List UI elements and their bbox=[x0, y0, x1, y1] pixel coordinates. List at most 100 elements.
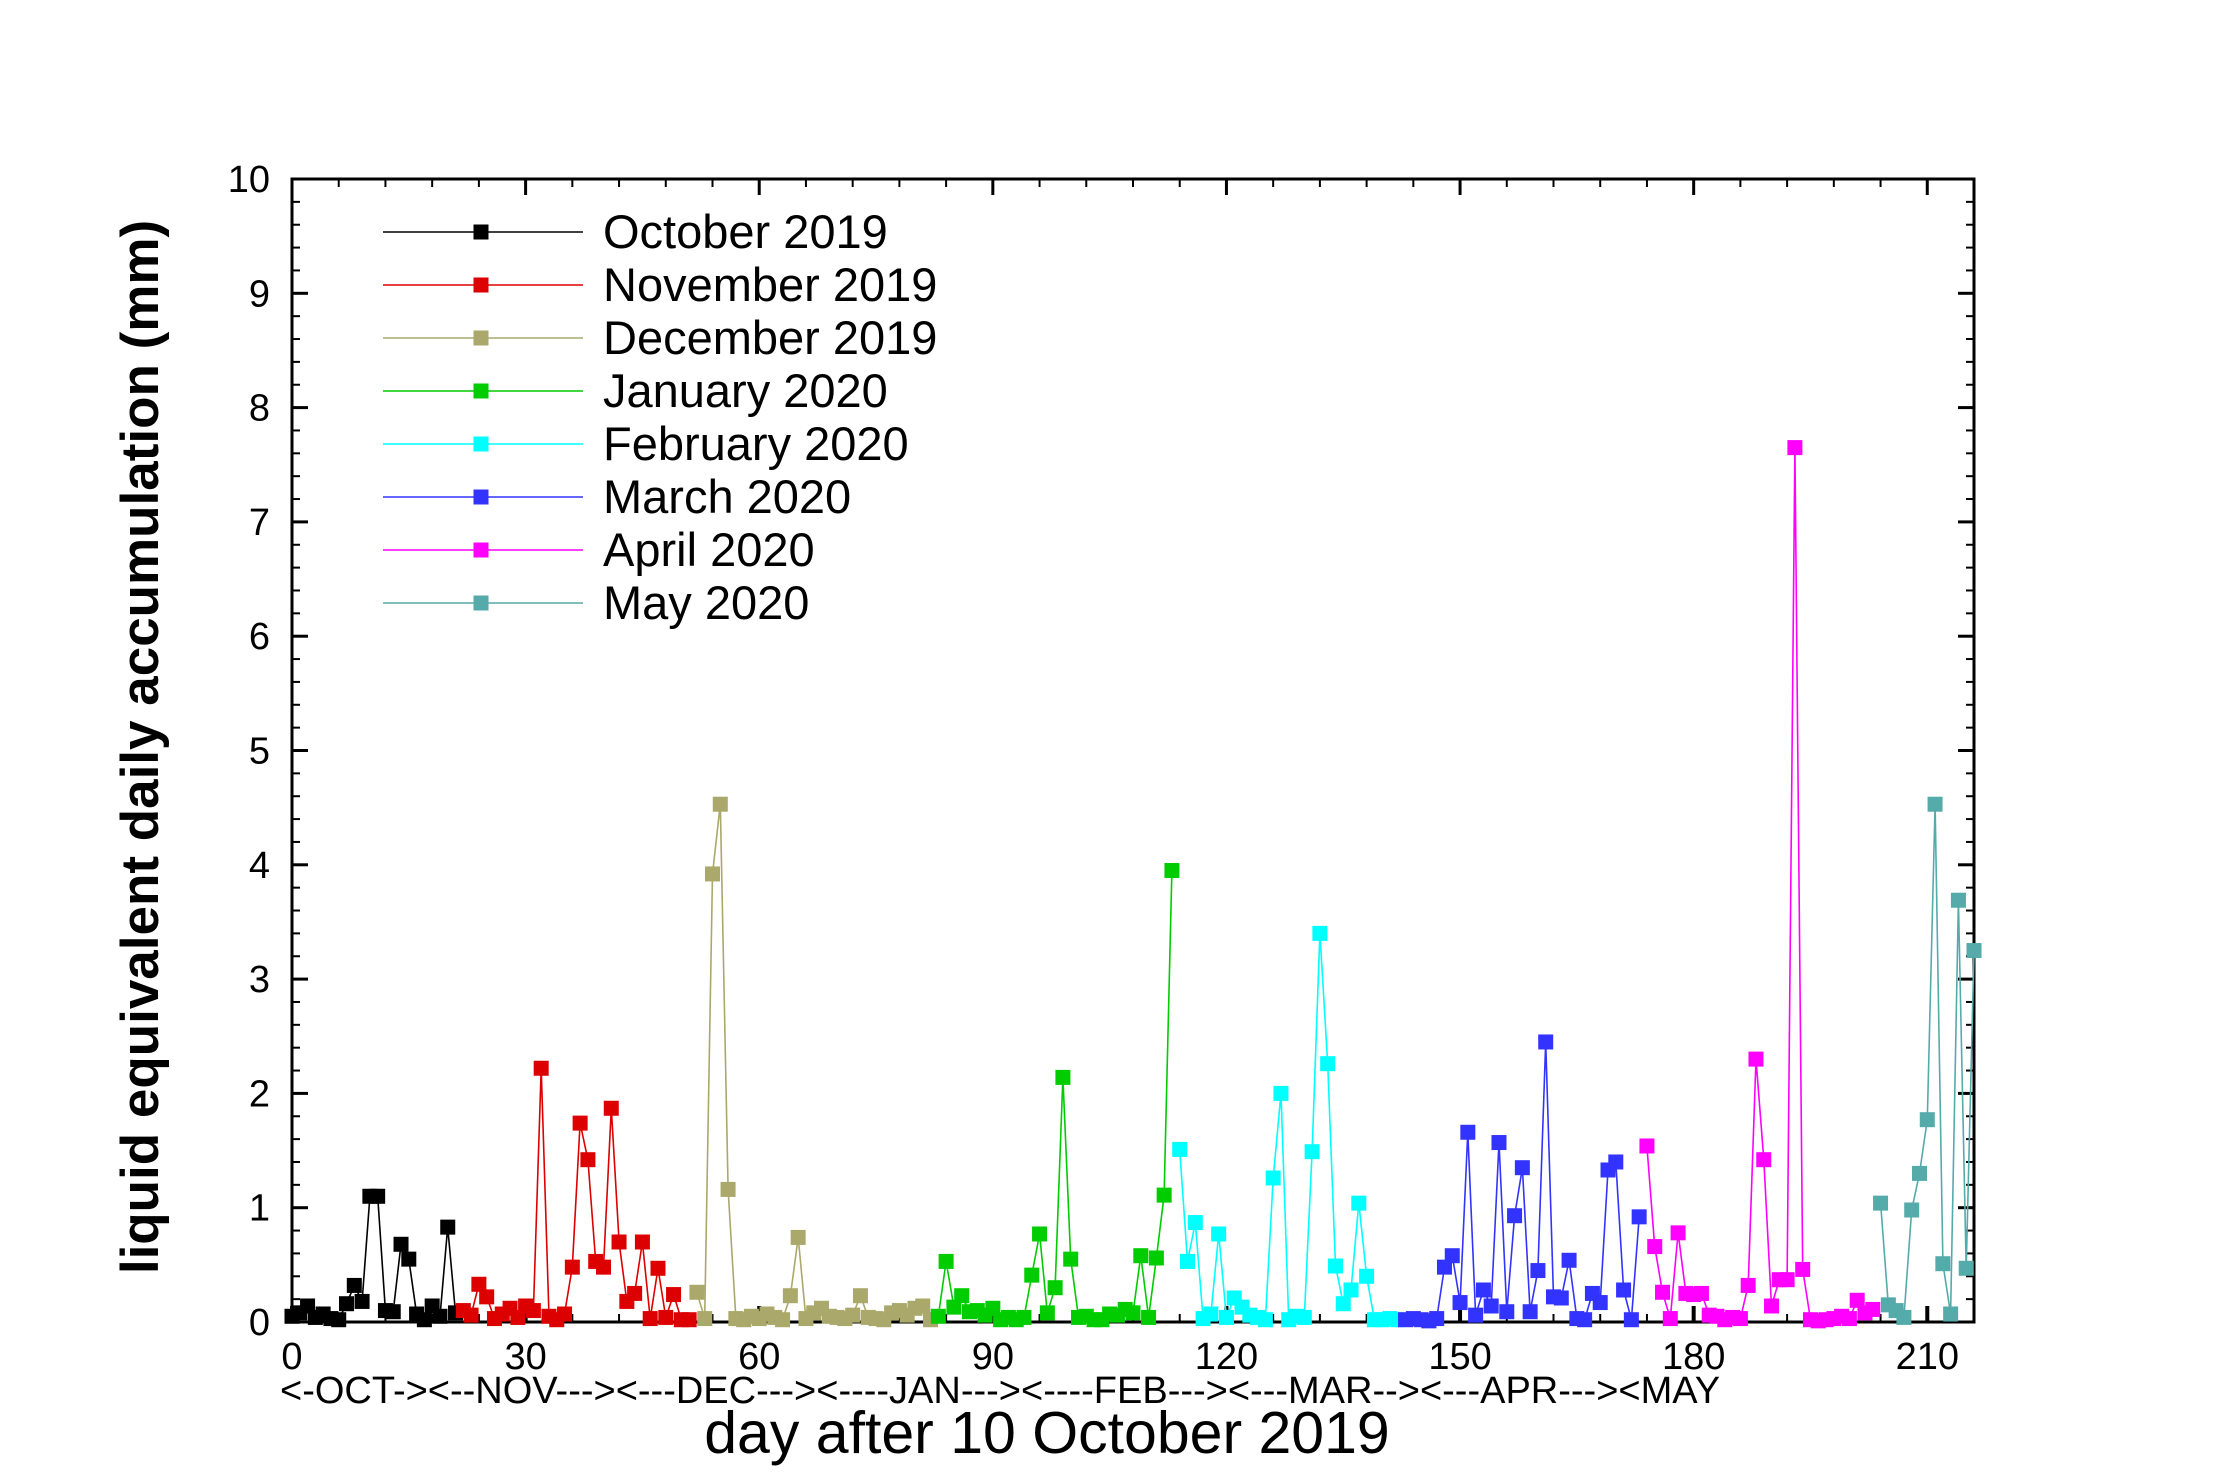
data-point bbox=[1592, 1295, 1608, 1311]
data-point bbox=[1873, 1195, 1889, 1211]
data-point bbox=[1538, 1034, 1554, 1050]
legend-label: January 2020 bbox=[603, 364, 888, 417]
data-point bbox=[790, 1229, 806, 1245]
data-point bbox=[533, 1060, 549, 1076]
legend-marker bbox=[473, 383, 489, 399]
data-point bbox=[1919, 1112, 1935, 1128]
data-point bbox=[720, 1181, 736, 1197]
data-point bbox=[1335, 1296, 1351, 1312]
data-point bbox=[300, 1298, 316, 1314]
y-tick-label: 8 bbox=[249, 388, 270, 430]
data-point bbox=[1507, 1208, 1523, 1224]
data-point bbox=[689, 1284, 705, 1300]
data-point bbox=[1950, 892, 1966, 908]
data-point bbox=[1187, 1215, 1203, 1231]
data-point bbox=[1148, 1250, 1164, 1266]
data-point bbox=[1164, 863, 1180, 879]
data-point bbox=[1304, 1144, 1320, 1160]
data-point bbox=[1966, 943, 1982, 959]
data-point bbox=[1211, 1226, 1227, 1242]
legend-label: October 2019 bbox=[603, 205, 888, 258]
data-point bbox=[1273, 1085, 1289, 1101]
data-point bbox=[1787, 440, 1803, 456]
data-point bbox=[634, 1234, 650, 1250]
data-point bbox=[1943, 1306, 1959, 1322]
data-point bbox=[1141, 1309, 1157, 1325]
x-axis-title: day after 10 October 2019 bbox=[704, 1400, 1390, 1466]
data-point bbox=[915, 1298, 931, 1314]
data-point bbox=[642, 1311, 658, 1327]
y-tick-label: 6 bbox=[249, 616, 270, 658]
data-point bbox=[782, 1288, 798, 1304]
data-point bbox=[1911, 1165, 1927, 1181]
data-point bbox=[1483, 1298, 1499, 1314]
data-point bbox=[938, 1253, 954, 1269]
data-point bbox=[775, 1312, 791, 1328]
data-point bbox=[1444, 1248, 1460, 1264]
legend-marker bbox=[473, 595, 489, 611]
data-point bbox=[852, 1288, 868, 1304]
data-point bbox=[595, 1259, 611, 1275]
x-tick-label: 0 bbox=[281, 1336, 302, 1378]
data-point bbox=[705, 866, 720, 882]
data-point bbox=[1312, 925, 1328, 941]
data-point bbox=[650, 1260, 666, 1276]
data-point bbox=[1958, 1260, 1974, 1276]
data-point bbox=[1257, 1312, 1273, 1328]
y-axis-title: liquid equivalent daily accumulation (mm… bbox=[111, 220, 170, 1274]
data-point bbox=[1125, 1305, 1141, 1321]
data-point bbox=[1896, 1309, 1912, 1325]
legend-marker bbox=[473, 489, 489, 505]
data-point bbox=[1623, 1312, 1639, 1328]
data-point bbox=[845, 1307, 861, 1323]
legend-marker bbox=[473, 436, 489, 452]
y-tick-label: 7 bbox=[249, 502, 270, 544]
data-point bbox=[1180, 1253, 1196, 1269]
data-point bbox=[1693, 1285, 1709, 1301]
series-line bbox=[1646, 447, 1874, 1322]
data-point bbox=[370, 1188, 386, 1204]
data-point bbox=[463, 1307, 479, 1323]
x-tick-label: 210 bbox=[1896, 1336, 1959, 1378]
y-tick-label: 3 bbox=[249, 959, 270, 1001]
legend-label: May 2020 bbox=[603, 576, 809, 629]
data-point bbox=[1655, 1284, 1671, 1300]
data-point bbox=[1935, 1256, 1951, 1272]
series-line bbox=[1178, 933, 1398, 1321]
plot-area: 0 1 2 3 4 5 6 7 8 9 10 0 30 60 90 120 150 180 210 October 2… bbox=[228, 159, 1982, 1378]
data-point bbox=[432, 1308, 448, 1324]
legend-marker bbox=[473, 277, 489, 293]
data-point bbox=[1156, 1187, 1172, 1203]
legend-marker bbox=[473, 224, 489, 240]
data-point bbox=[1865, 1301, 1881, 1317]
data-point bbox=[1296, 1309, 1312, 1325]
data-point bbox=[1530, 1263, 1546, 1279]
data-point bbox=[1608, 1154, 1624, 1170]
data-point bbox=[1647, 1239, 1663, 1255]
data-point bbox=[1553, 1290, 1569, 1306]
data-point bbox=[1904, 1202, 1920, 1218]
data-point bbox=[331, 1312, 347, 1328]
legend-label: March 2020 bbox=[603, 470, 851, 523]
data-point bbox=[1024, 1267, 1040, 1283]
legend-marker bbox=[473, 330, 489, 346]
data-point bbox=[603, 1100, 619, 1116]
data-point bbox=[1499, 1304, 1515, 1320]
series-line bbox=[1405, 1041, 1640, 1322]
data-point bbox=[1748, 1051, 1764, 1067]
data-point bbox=[1055, 1069, 1071, 1085]
y-tick-label: 1 bbox=[249, 1188, 270, 1230]
data-point bbox=[1320, 1056, 1336, 1072]
data-point bbox=[666, 1287, 682, 1303]
data-point bbox=[557, 1306, 573, 1322]
data-point bbox=[712, 796, 728, 812]
data-point bbox=[1452, 1295, 1468, 1311]
x-tick-label: 60 bbox=[738, 1336, 780, 1378]
data-point bbox=[930, 1308, 946, 1324]
data-point bbox=[1039, 1305, 1055, 1321]
data-point bbox=[1047, 1280, 1063, 1296]
data-point bbox=[393, 1236, 409, 1252]
data-point bbox=[1436, 1259, 1452, 1275]
data-point bbox=[580, 1152, 596, 1168]
series-line bbox=[1879, 804, 1975, 1320]
